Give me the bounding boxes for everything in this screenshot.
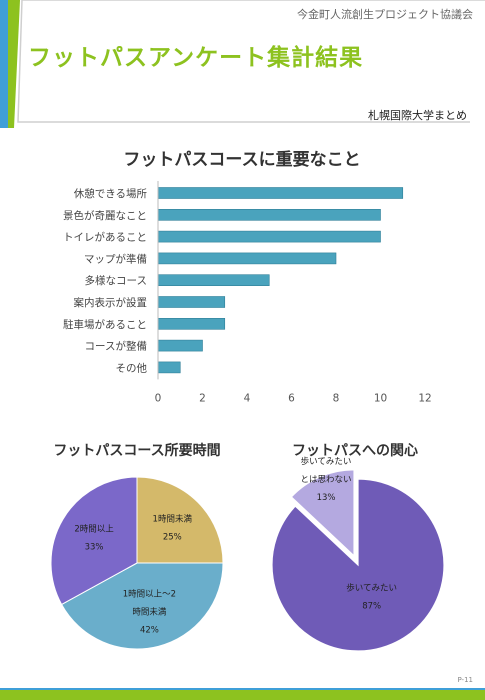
bar-chart-title: フットパスコースに重要なこと <box>123 149 360 170</box>
pie-percent-label: 25% <box>163 533 182 543</box>
page-number: P-11 <box>457 676 473 684</box>
x-tick-label: 0 <box>155 392 162 404</box>
bar-category-label: 駐車場があること <box>63 318 147 331</box>
pie-slice-label: 2時間以上 <box>74 525 114 535</box>
header-frame <box>17 0 485 123</box>
pie-slice <box>271 478 445 652</box>
pie-title-duration: フットパスコース所要時間 <box>53 442 220 459</box>
pie-slice-label: とは思わない <box>301 475 352 485</box>
bar-chart: フットパスコースに重要なこと休憩できる場所景色が奇麗なことトイレがあることマップ… <box>63 149 432 404</box>
pie-slice <box>60 562 224 650</box>
header-decoration <box>0 0 485 128</box>
footer-line <box>0 688 485 690</box>
bar <box>157 361 181 374</box>
bar <box>157 252 337 265</box>
pie-percent-label: 42% <box>140 625 159 635</box>
bar <box>157 187 404 199</box>
x-tick-label: 2 <box>199 392 206 404</box>
x-tick-label: 10 <box>374 392 387 404</box>
bar-category-label: 案内表示が設置 <box>74 296 148 309</box>
bar <box>157 296 226 308</box>
pie-percent-label: 13% <box>317 493 336 503</box>
pie-slice-label: 時間未満 <box>132 606 167 617</box>
header: 今金町人流創生プロジェクト協議会 フットパスアンケート集計結果 札幌国際大学まと… <box>0 0 485 128</box>
bar <box>157 274 270 286</box>
header-swoosh <box>8 0 20 128</box>
bar-category-label: トイレがあること <box>63 231 147 244</box>
pie-slice-label: 1時間以上～2 <box>123 589 176 599</box>
bar <box>157 339 203 352</box>
pie-chart-duration: フットパスコース所要時間 1時間未満 25% 1時間以上～2 時間未満 42% 2時間以上 3… <box>50 442 224 650</box>
pie-percent-label: 33% <box>85 543 104 553</box>
pie-slice-label: 1時間未満 <box>153 514 193 525</box>
pie-slice <box>136 476 224 564</box>
bar <box>157 209 381 221</box>
pie-slice-label: 歩いてみたい <box>346 583 397 594</box>
x-tick-label: 6 <box>288 392 295 404</box>
bar-category-label: コースが整備 <box>85 340 147 353</box>
x-tick-label: 4 <box>244 392 251 404</box>
author-credit: 札幌国際大学まとめ <box>368 109 467 122</box>
pie-title-interest: フットパスへの関心 <box>292 443 418 459</box>
footer-bar <box>0 690 485 700</box>
x-tick-label: 8 <box>333 392 340 404</box>
bar-category-label: 多様なコース <box>85 274 147 287</box>
bar <box>157 318 226 330</box>
bar-category-label: 景色が奇麗なこと <box>63 209 147 222</box>
organization-name: 今金町人流創生プロジェクト協議会 <box>297 8 473 21</box>
pie-slice <box>290 469 355 558</box>
bar <box>157 230 381 243</box>
bar-category-label: その他 <box>116 361 148 374</box>
page-title: フットパスアンケート集計結果 <box>28 45 364 71</box>
bar-category-label: マップが準備 <box>84 252 147 265</box>
header-accent-stripe <box>0 0 8 128</box>
pie-percent-label: 87% <box>362 602 381 612</box>
pie-slice-label: 歩いてみたい <box>301 456 352 467</box>
x-tick-label: 12 <box>418 392 431 404</box>
pie-slice <box>50 476 138 606</box>
bar-category-label: 休憩できる場所 <box>74 187 148 200</box>
